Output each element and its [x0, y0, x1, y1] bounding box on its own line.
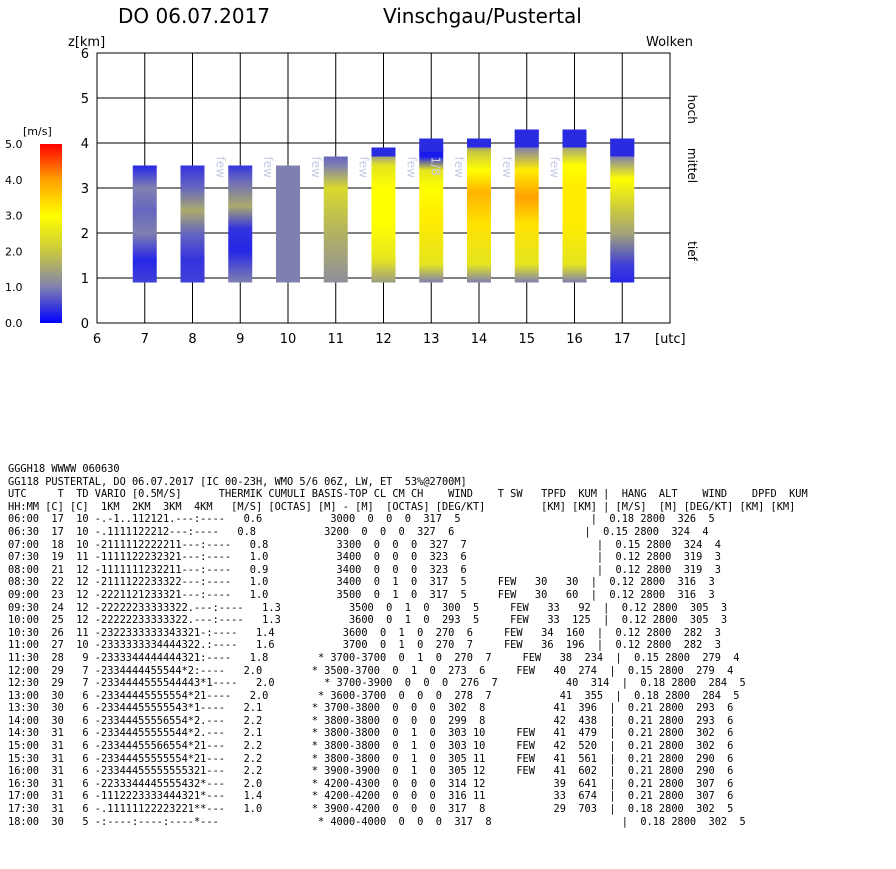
y-tick-label: 3: [81, 182, 89, 197]
x-tick-label: 15: [518, 332, 535, 347]
cloud-cap-13: [419, 138, 444, 152]
report-line: 14:30 31 6 -23344455555544*2.--- 2.1 * 3…: [8, 727, 734, 740]
colorbar-tick: 5.0: [5, 138, 23, 151]
report-line: 14:00 30 6 -23344455556554*2.--- 2.2 * 3…: [8, 714, 734, 727]
x-tick-label: 6: [93, 332, 101, 347]
x-tick-label: 9: [236, 332, 244, 347]
cloud-label: few: [548, 157, 562, 179]
cloud-cap-14: [467, 138, 491, 148]
report-line: 10:00 25 12 -22222233333322.---:---- 1.3…: [8, 614, 728, 627]
x-tick-label: 10: [280, 332, 297, 347]
thermal-column-14: [467, 138, 491, 283]
thermal-chart: 0.01.02.03.04.05.0 few few few few few 1/8 few…: [5, 35, 699, 347]
cloud-caps: [371, 129, 635, 157]
report-line: GG118 PUSTERTAL, DO 06.07.2017 [IC 00-23…: [8, 475, 467, 488]
report-line: 07:00 18 10 -2111112222211---:---- 0.8 3…: [8, 538, 721, 551]
report-line: 07:30 19 11 -1111122232321---:---- 1.0 3…: [8, 551, 721, 564]
report-line: 08:30 22 12 -2111122233322---:---- 1.0 3…: [8, 576, 715, 589]
y-tick-label: 4: [81, 137, 89, 152]
report-line: 17:30 31 6 -.11111122223221**--- 1.0 * 3…: [8, 803, 734, 816]
x-tick-label: 16: [566, 332, 583, 347]
x-tick-label: 7: [141, 332, 149, 347]
thermal-column-8: [180, 165, 205, 283]
thermal-columns: [132, 129, 635, 283]
x-tick-label: 8: [188, 332, 196, 347]
cloud-level-hoch: hoch: [685, 95, 699, 124]
chart-region: Vinschgau/Pustertal: [383, 4, 582, 28]
cloud-label: few: [309, 157, 323, 179]
thermal-column-17: [610, 138, 635, 283]
report-line: 13:30 30 6 -23344455555543*1---- 2.1 * 3…: [8, 702, 734, 715]
chart-date: DO 06.07.2017: [118, 4, 271, 28]
x-axis-label: [utc]: [655, 332, 686, 347]
cloud-cap-15: [514, 129, 539, 148]
colorbar-unit: [m/s]: [23, 125, 52, 138]
report-line: 18:00 30 5 -:----:----:----*--- * 4000-4…: [8, 815, 746, 828]
report-line: 09:30 24 12 -22222233333322.---:---- 1.3…: [8, 601, 728, 614]
report-line: GGGH18 WWWW 060630: [8, 463, 120, 475]
colorbar-tick: 0.0: [5, 317, 23, 330]
report-line: HH:MM [C] [C] 1KM 2KM 3KM 4KM [M/S] [OCT…: [8, 500, 796, 513]
cloud-cap-17: [610, 138, 635, 157]
thermal-column-12: [371, 152, 396, 283]
thermal-column-9: [228, 165, 253, 283]
report-line: 13:00 30 6 -23344445555554*21---- 2.0 * …: [8, 689, 740, 702]
sounding-report: GGGH18 WWWW 060630 GG118 PUSTERTAL, DO 06…: [8, 463, 808, 828]
thermal-column-7: [132, 165, 157, 283]
cloud-level-tief: tief: [685, 241, 699, 261]
cloud-label: 1/8: [428, 157, 442, 176]
x-tick-label: 17: [614, 332, 631, 347]
cloud-cap-16: [562, 129, 587, 148]
colorbar-tick: 4.0: [5, 174, 23, 187]
report-line: 15:00 31 6 -23344455566554*21--- 2.2 * 3…: [8, 740, 734, 753]
cloud-label: few: [404, 157, 418, 179]
x-tick-label: 13: [423, 332, 440, 347]
thermal-column-13: [419, 147, 444, 283]
cloud-label: few: [261, 157, 275, 179]
report-line: 12:00 29 7 -2334444455544*2:---- 2.0 * 3…: [8, 664, 734, 677]
report-line: 12:30 29 7 -2334444555544443*1---- 2.0 *…: [8, 677, 746, 690]
colorbar-tick: 3.0: [5, 210, 23, 223]
report-line: 08:00 21 12 -1111111232211---:---- 0.9 3…: [8, 563, 721, 576]
report-line: 06:30 17 10 -.1111122212---:---- 0.8 320…: [8, 525, 709, 538]
cloud-label: few: [357, 157, 371, 179]
cloud-label: few: [213, 157, 227, 179]
report-line: 09:00 23 12 -2221121233321---:---- 1.0 3…: [8, 588, 715, 601]
report-line: 10:30 26 11 -2322333333343321-:---- 1.4 …: [8, 626, 721, 639]
thermal-column-11: [323, 156, 348, 283]
cloud-level-mittel: mittel: [685, 148, 699, 183]
cloud-cap-12: [371, 147, 396, 157]
y-tick-label: 5: [81, 92, 89, 107]
report-line: UTC T TD VARIO [0.5M/S] THERMIK CUMULI B…: [8, 488, 808, 501]
report-line: 16:30 31 6 -2233344445555432*--- 2.0 * 4…: [8, 777, 734, 790]
y-axis-label: z[km]: [68, 35, 105, 50]
x-tick-label: 12: [375, 332, 392, 347]
report-line: 06:00 17 10 -.-1..112121.---:---- 0.6 30…: [8, 513, 715, 526]
thermal-column-10: [276, 165, 300, 283]
colorbar-tick: 1.0: [5, 281, 23, 294]
chart-axes: 6 7 8 9 10 11 12 13 14 15 16 170123456hochmitteltie…: [81, 47, 699, 347]
colorbar: 0.0 1.0 2.0 3.0 4.0 5.0: [5, 138, 62, 330]
y-tick-label: 1: [81, 272, 89, 287]
y-tick-label: 6: [81, 47, 89, 62]
report-line: 11:00 27 10 -2333333334444322.:---- 1.6 …: [8, 639, 721, 652]
report-line: 15:30 31 6 -23344455555554*21--- 2.2 * 3…: [8, 752, 734, 765]
x-tick-label: 14: [471, 332, 488, 347]
thermal-column-15: [514, 129, 539, 283]
cloud-label: few: [500, 157, 514, 179]
cloud-labels: few few few few few 1/8 few few few: [213, 157, 561, 179]
report-line: 17:00 31 6 -1112223333444321*--- 1.4 * 4…: [8, 790, 734, 803]
cloud-label: few: [452, 157, 466, 179]
colorbar-scale: [40, 144, 62, 323]
cloud-axis-label: Wolken: [646, 35, 693, 50]
report-line: 11:30 28 9 -2333344444444321:---- 1.8 * …: [8, 651, 740, 664]
x-tick-label: 11: [327, 332, 344, 347]
y-tick-label: 2: [81, 227, 89, 242]
y-tick-label: 0: [81, 317, 89, 332]
report-line: 16:00 31 6 -23344455555555321--- 2.2 * 3…: [8, 765, 734, 778]
thermal-column-16: [562, 129, 587, 283]
colorbar-tick: 2.0: [5, 245, 23, 258]
